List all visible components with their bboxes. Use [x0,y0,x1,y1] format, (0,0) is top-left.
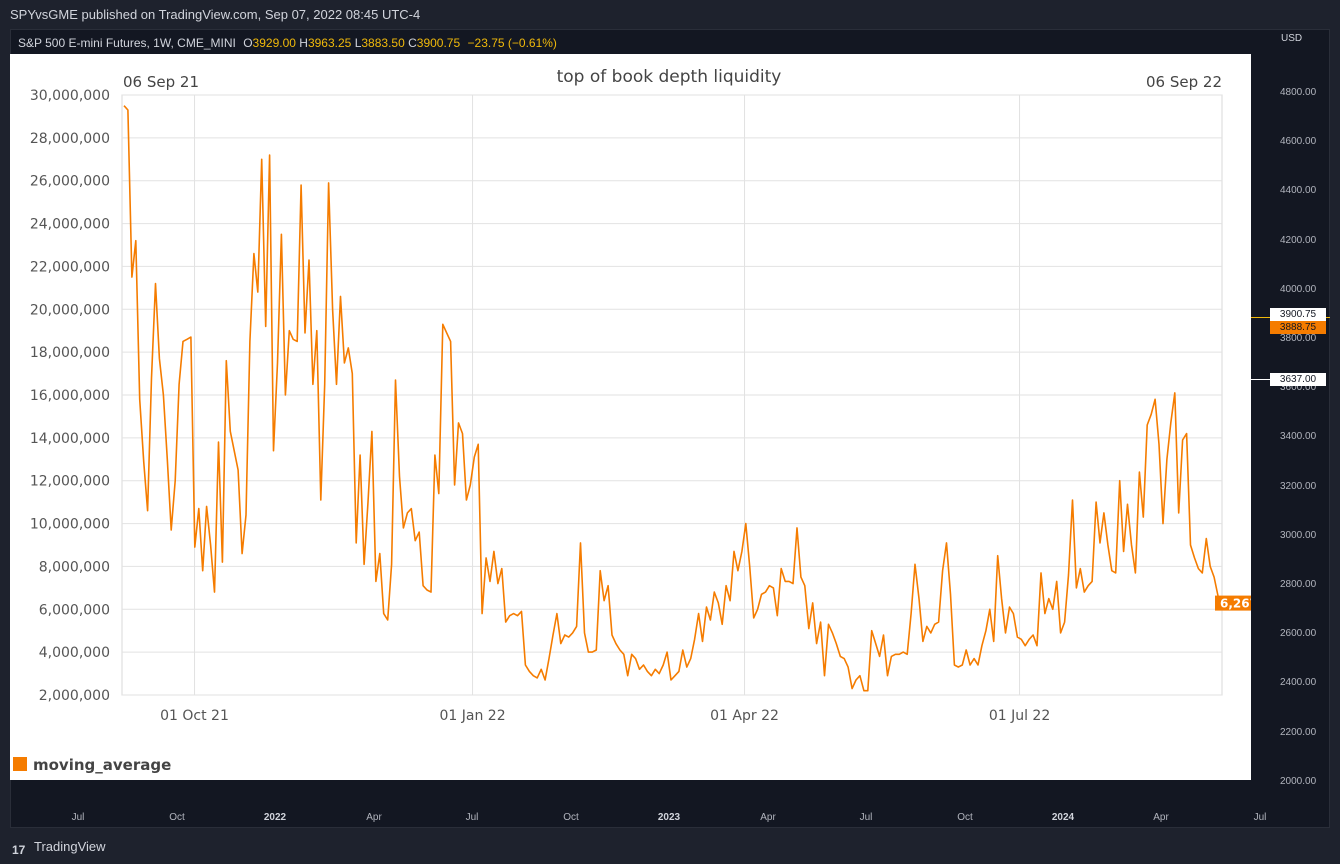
currency-label: USD [1281,33,1303,44]
depth-chart-panel: top of book depth liquidity 06 Sep 21 06… [10,54,1251,780]
x-tick-label: 01 Oct 21 [160,708,229,724]
y-tick-label: 30,000,000 [30,88,110,104]
low-value: 3883.50 [361,36,405,50]
time-tick: Apr [760,812,776,823]
y-axis-ticks: 2,000,000 4,000,000 6,000,000 8,000,000 10,0… [30,88,110,704]
price-tick: 4000.00 [1280,283,1317,295]
y-tick-label: 8,000,000 [39,559,110,575]
time-tick: Oct [957,812,973,823]
last-value-tag: 6,267 [1215,595,1251,611]
price-tick: 4400.00 [1280,185,1317,197]
range-end-label: 06 Sep 22 [1146,73,1222,91]
x-tick-label: 01 Jul 22 [989,708,1050,724]
chart-title: top of book depth liquidity [557,67,782,87]
time-tick: Jul [465,812,479,823]
footer-brand[interactable]: TradingView [34,839,106,854]
y-tick-label: 18,000,000 [30,345,110,361]
time-tick: Apr [366,812,382,823]
y-tick-label: 12,000,000 [30,474,110,490]
last-value-box [1215,595,1251,611]
high-key: H [299,36,308,50]
high-value: 3963.25 [307,36,352,50]
x-tick-label: 01 Apr 22 [710,708,779,724]
orange-price-label: 3888.75 [1270,321,1326,334]
open-key: O [243,36,253,50]
price-tick: 3600.00 [1280,382,1317,394]
price-tick: 4800.00 [1280,87,1317,98]
series-line-moving_average [123,105,1223,692]
time-axis[interactable]: Jul Oct 2022 Apr Jul Oct 2023 Apr Jul Oct 2024 Apr J… [10,800,1270,828]
depth-chart-svg: top of book depth liquidity 06 Sep 21 06… [13,67,1251,774]
y-tick-label: 20,000,000 [30,302,110,318]
legend-swatch [13,757,27,771]
series-layer [123,105,1223,692]
symbol-name[interactable]: S&P 500 E-mini Futures, 1W, CME_MINI [18,36,236,50]
marker-price-label: 3637.00 [1270,373,1326,386]
y-tick-label: 28,000,000 [30,131,110,147]
y-tick-label: 22,000,000 [30,259,110,275]
last-value-text: 6,267 [1220,597,1251,611]
time-tick: Oct [563,812,579,823]
price-axis[interactable]: 4800.00 4600.00 4400.00 4200.00 4000.00 3800.… [1250,29,1330,799]
time-tick: Apr [1153,812,1169,823]
time-tick: Oct [169,812,185,823]
price-tick: 3200.00 [1280,480,1317,492]
price-tick: 2800.00 [1280,579,1317,590]
legend-series-name: moving_average [33,756,171,774]
y-tick-label: 24,000,000 [30,217,110,233]
y-tick-label: 10,000,000 [30,517,110,533]
close-key: C [408,36,417,50]
marker-price-line [1251,379,1270,380]
close-price-label: 3900.75 [1270,308,1326,321]
chart-legend[interactable]: moving_average [13,756,171,774]
low-key: L [354,36,362,50]
price-tick: 2000.00 [1280,775,1317,787]
time-tick: 2022 [263,812,287,823]
x-tick-label: 01 Jan 22 [439,708,505,724]
close-value: 3900.75 [416,36,461,50]
open-value: 3929.00 [252,36,296,50]
y-tick-label: 4,000,000 [39,645,110,661]
price-tick: 4200.00 [1280,234,1317,246]
y-tick-label: 6,000,000 [39,602,110,618]
range-start-label: 06 Sep 21 [123,73,199,91]
change-value: −23.75 (−0.61%) [467,36,557,50]
x-axis-ticks: 01 Oct 21 01 Jan 22 01 Apr 22 01 Jul 22 [160,708,1050,724]
y-tick-label: 2,000,000 [39,688,110,704]
price-tick: 2400.00 [1280,677,1317,689]
y-tick-label: 14,000,000 [30,431,110,447]
price-tick: 3000.00 [1280,529,1317,541]
y-tick-label: 16,000,000 [30,388,110,404]
price-tick: 4600.00 [1280,136,1317,148]
time-tick: Jul [71,812,85,823]
symbol-legend: S&P 500 E-mini Futures, 1W, CME_MINI O39… [18,34,557,52]
price-tick: 2200.00 [1280,726,1317,738]
grid [121,94,1223,696]
time-tick: 2023 [657,812,681,823]
time-tick: Jul [1253,812,1267,823]
publish-header: SPYvsGME published on TradingView.com, S… [0,0,1340,29]
time-tick: Jul [859,812,873,823]
price-tick: 3800.00 [1280,333,1317,344]
footer: 17 TradingView [0,836,1340,864]
tradingview-logo-icon: 17 [12,843,26,857]
y-tick-label: 26,000,000 [30,174,110,190]
time-tick: 2024 [1051,812,1075,823]
price-tick: 2600.00 [1280,628,1317,640]
price-tick: 3400.00 [1280,431,1317,443]
